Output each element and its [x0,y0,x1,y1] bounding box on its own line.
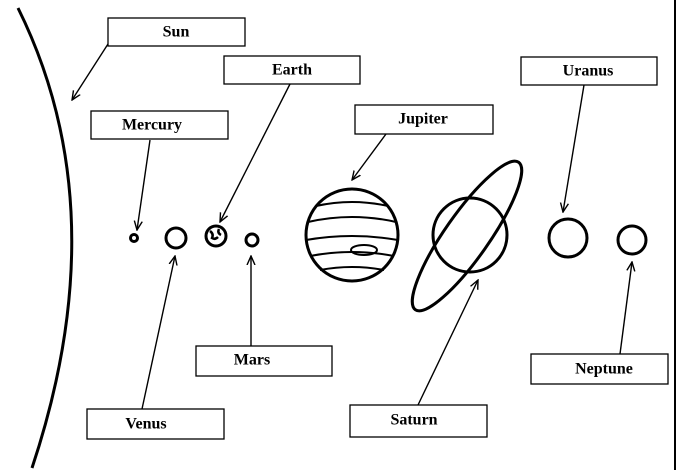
earth-label: Earth [272,62,312,79]
venus-planet [166,228,186,248]
earth-planet [206,226,226,246]
mercury-planet [131,235,138,242]
solar-system-diagram: Sun Earth Mercury Jupiter Uranus Mars Ve… [0,0,679,470]
venus-label: Venus [125,416,166,433]
sun-label: Sun [163,24,190,41]
saturn-label: Saturn [390,412,437,429]
uranus-label: Uranus [563,63,614,80]
mars-planet [246,234,258,246]
mars-label: Mars [234,352,270,369]
neptune-planet [618,226,646,254]
jupiter-planet [306,189,398,281]
jupiter-label: Jupiter [398,111,448,128]
uranus-planet [549,219,587,257]
mercury-label: Mercury [122,117,182,134]
neptune-label: Neptune [575,361,633,378]
